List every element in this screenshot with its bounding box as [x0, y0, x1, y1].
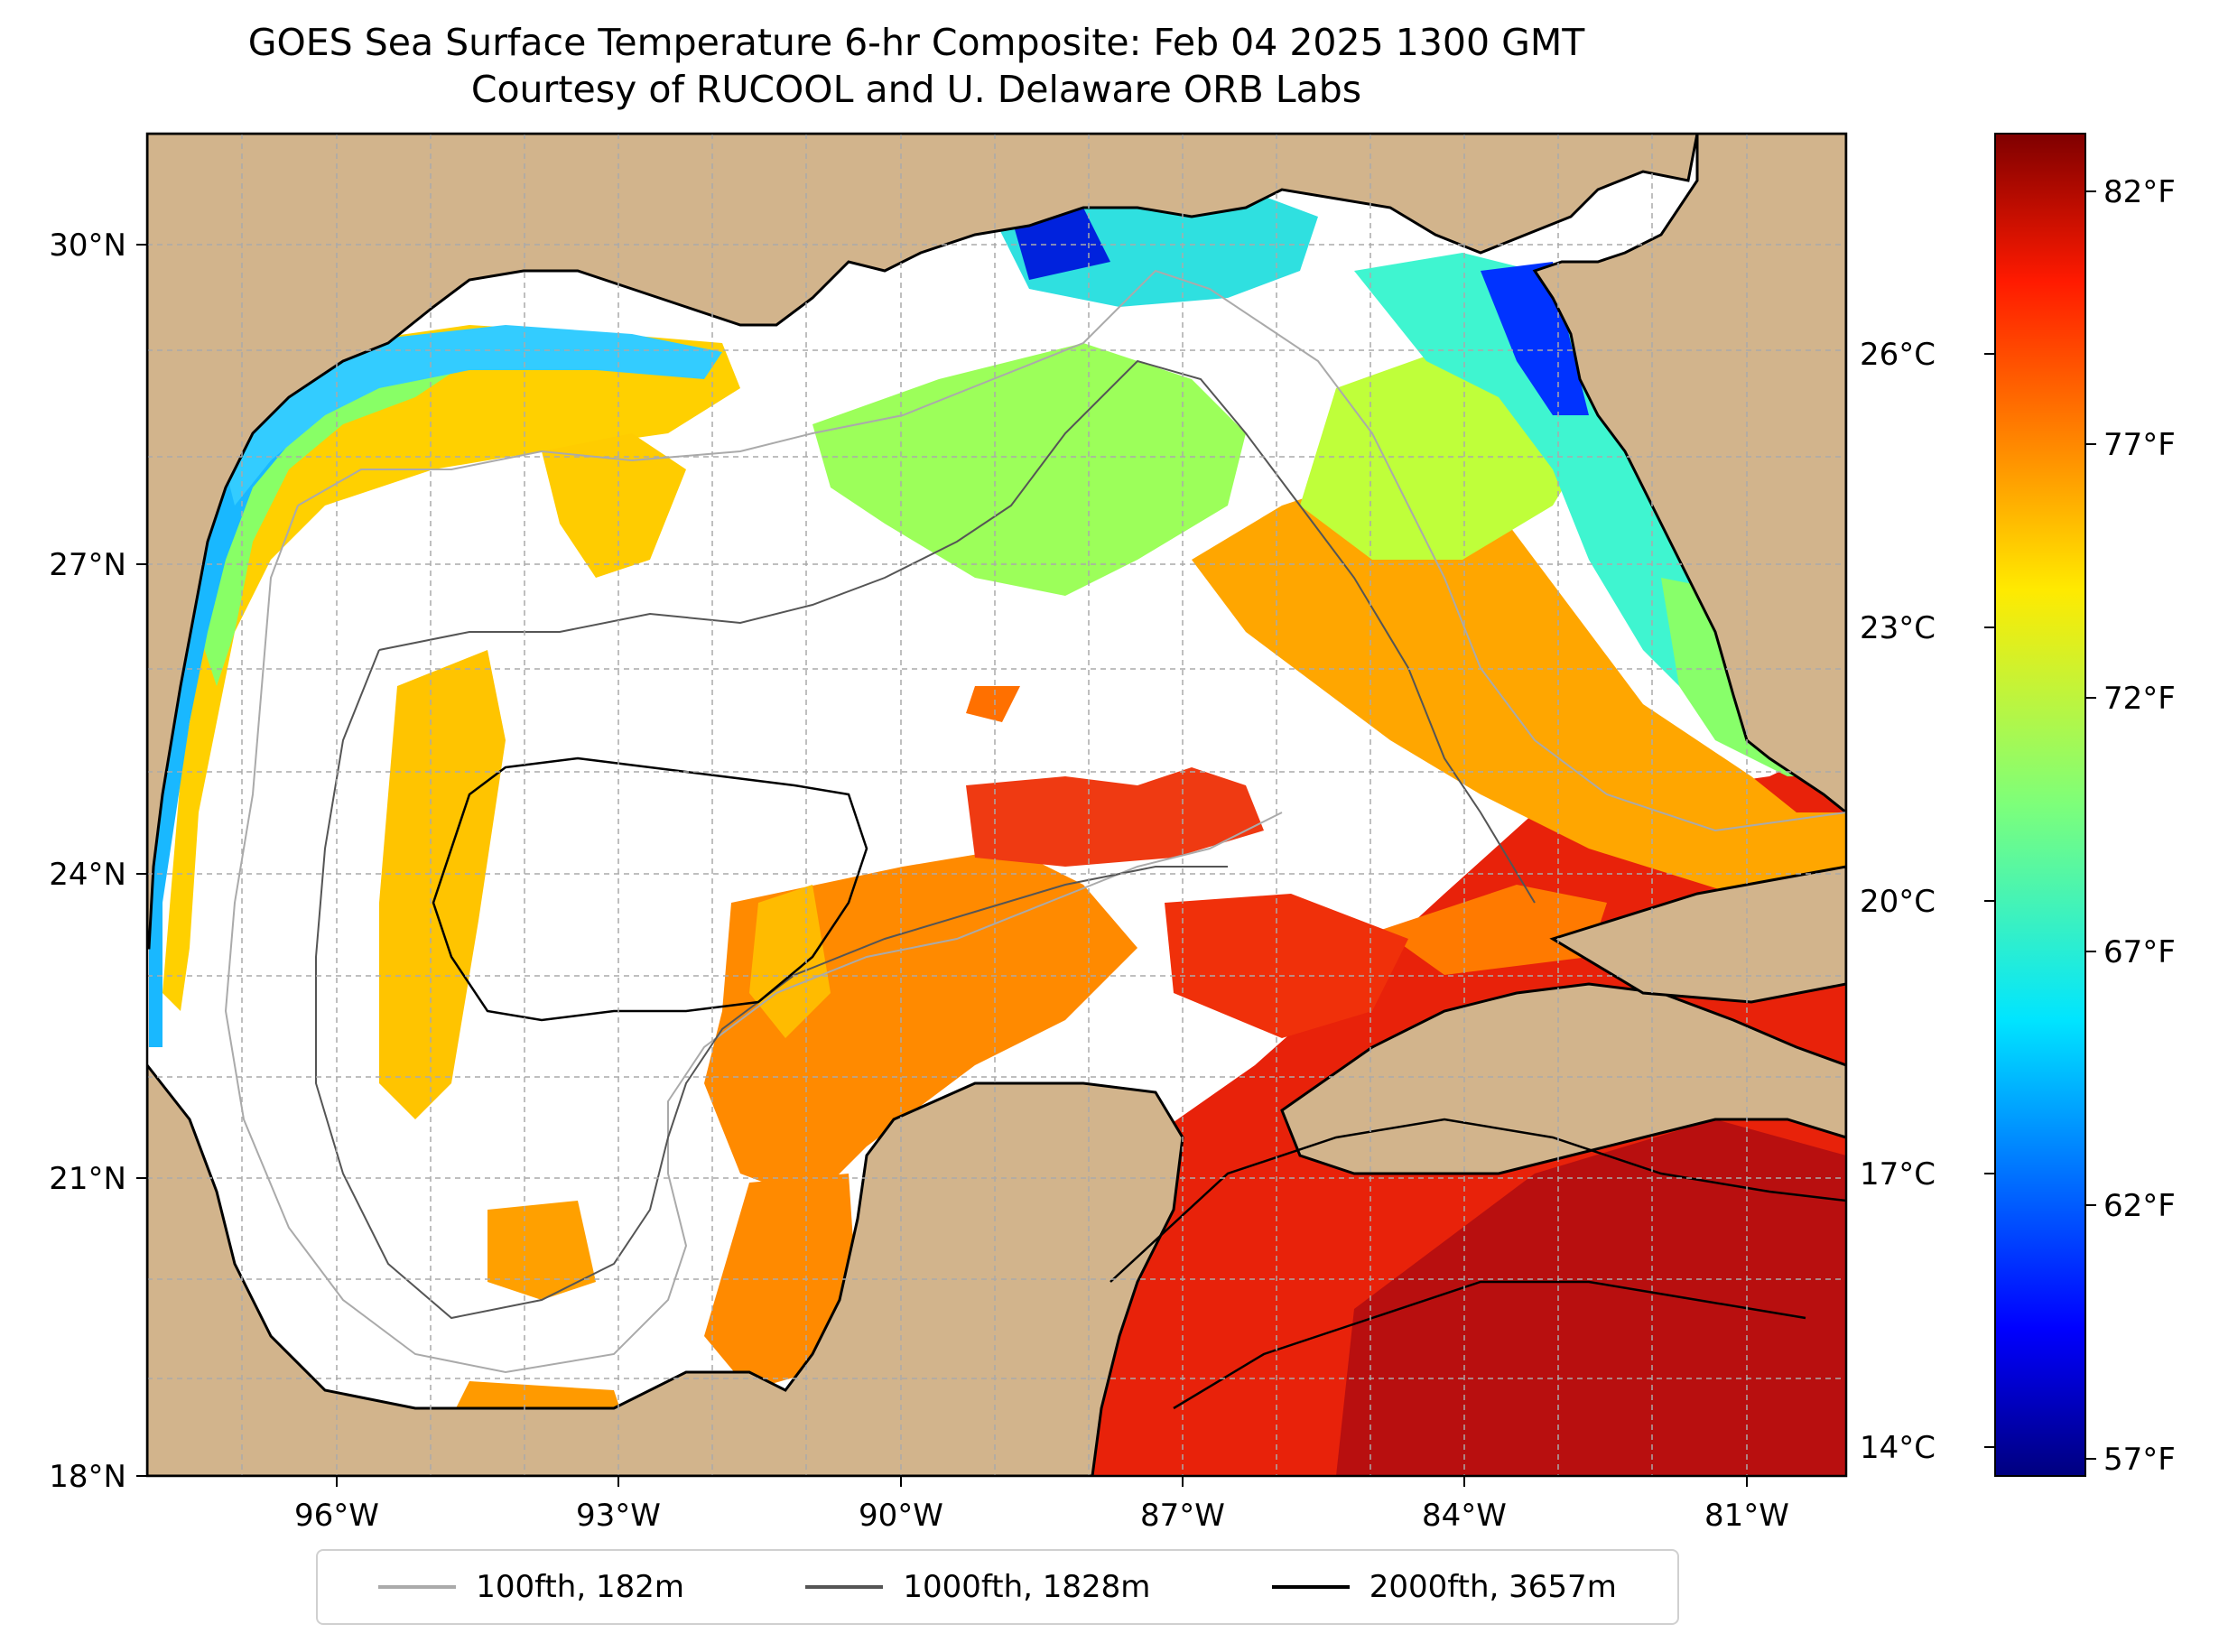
lon-label-81: 81°W — [1704, 1498, 1789, 1534]
gridlines — [147, 134, 1846, 1476]
legend-line-1000fth — [805, 1585, 884, 1589]
legend-line-2000fth — [1271, 1585, 1350, 1589]
map-frame — [145, 132, 1848, 1478]
map-subtitle: Courtesy of RUCOOL and U. Delaware ORB L… — [470, 68, 1362, 111]
colorbar-f-72: 72°F — [2103, 681, 2176, 717]
legend-label-1000fth: 1000fth, 1828m — [903, 1569, 1151, 1605]
map-title: GOES Sea Surface Temperature 6-hr Compos… — [247, 21, 1585, 64]
contour-1000fth — [315, 359, 1536, 1320]
legend-line-100fth — [378, 1585, 457, 1589]
lon-label-84: 84°W — [1422, 1498, 1507, 1534]
lon-label-93: 93°W — [576, 1498, 661, 1534]
axis-ticks — [136, 244, 1748, 1487]
land-layer — [147, 134, 1846, 1476]
colorbar-f-77: 77°F — [2103, 427, 2176, 463]
legend-item-2000fth: 2000fth, 3657m — [1271, 1569, 1617, 1605]
lon-label-90: 90°W — [859, 1498, 943, 1534]
contour-2000fth — [432, 756, 1846, 1410]
colorbar — [1994, 133, 2086, 1477]
lat-label-30: 30°N — [49, 227, 126, 264]
legend-label-2000fth: 2000fth, 3657m — [1369, 1569, 1617, 1605]
colorbar-c-17: 17°C — [1860, 1156, 1936, 1193]
lat-label-18: 18°N — [49, 1459, 126, 1495]
legend-item-1000fth: 1000fth, 1828m — [805, 1569, 1150, 1605]
map-panel — [147, 134, 1846, 1476]
colorbar-ticks — [1984, 190, 2096, 1460]
legend-item-100fth: 100fth, 182m — [378, 1569, 684, 1605]
lat-label-21: 21°N — [49, 1161, 126, 1197]
bathymetry-contours — [224, 269, 1846, 1410]
colorbar-c-20: 20°C — [1860, 884, 1936, 920]
contour-100fth — [224, 269, 1846, 1374]
contour-legend: 100fth, 182m 1000fth, 1828m 2000fth, 365… — [316, 1549, 1679, 1625]
colorbar-c-14: 14°C — [1860, 1430, 1936, 1466]
lat-label-27: 27°N — [49, 547, 126, 583]
lon-label-87: 87°W — [1140, 1498, 1225, 1534]
lon-label-96: 96°W — [294, 1498, 379, 1534]
colorbar-f-62: 62°F — [2103, 1188, 2176, 1224]
lat-label-24: 24°N — [49, 857, 126, 893]
colorbar-f-67: 67°F — [2103, 934, 2176, 970]
colorbar-c-26: 26°C — [1860, 337, 1936, 373]
colorbar-c-23: 23°C — [1860, 610, 1936, 646]
colorbar-f-57: 57°F — [2103, 1442, 2176, 1478]
colorbar-f-82: 82°F — [2103, 174, 2176, 210]
legend-label-100fth: 100fth, 182m — [476, 1569, 684, 1605]
